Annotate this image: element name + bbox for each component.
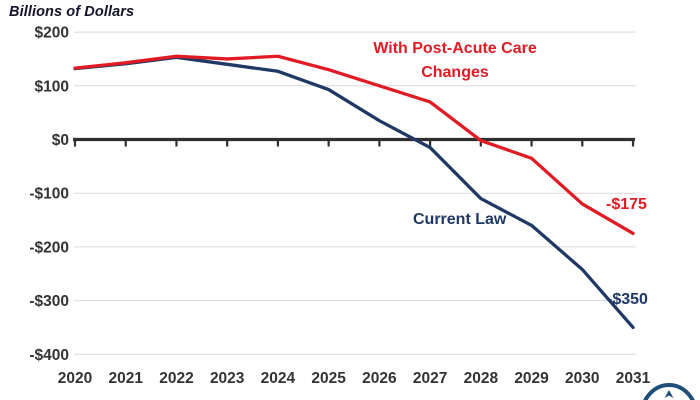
y-axis-label: -$300 <box>29 293 69 310</box>
end-value-label-with-changes: -$175 <box>606 196 647 213</box>
y-axis-label: -$200 <box>29 239 69 256</box>
x-axis-label: 2023 <box>210 370 245 387</box>
x-axis-label: 2028 <box>464 370 499 387</box>
x-axis-label: 2030 <box>565 370 599 387</box>
y-axis-label: -$400 <box>29 347 69 364</box>
end-value-label-current-law: -$350 <box>607 291 648 308</box>
y-axis-label: -$100 <box>29 186 69 203</box>
x-axis-label: 2031 <box>616 370 651 387</box>
x-axis-label: 2021 <box>108 370 143 387</box>
series-label-with-post-acute-care-changes: With Post-Acute Care Changes <box>373 40 537 81</box>
series-line-current-law <box>73 55 635 330</box>
y-axis-label: $200 <box>35 25 69 42</box>
x-axis-label: 2024 <box>261 370 296 387</box>
x-axis-label: 2027 <box>413 370 447 387</box>
x-axis-label: 2022 <box>159 370 193 387</box>
y-axis-label: $100 <box>35 78 69 95</box>
x-axis-label: 2029 <box>514 370 549 387</box>
x-axis-label: 2025 <box>311 370 346 387</box>
series-label-current-law: Current Law <box>413 211 507 228</box>
organization-logo-icon <box>643 383 695 400</box>
x-axis-label: 2020 <box>58 370 92 387</box>
chart-title: Billions of Dollars <box>9 4 135 20</box>
y-axis-label: $0 <box>52 132 69 149</box>
x-axis-label: 2026 <box>362 370 397 387</box>
series-line-with-post-acute-care-changes <box>73 54 635 236</box>
